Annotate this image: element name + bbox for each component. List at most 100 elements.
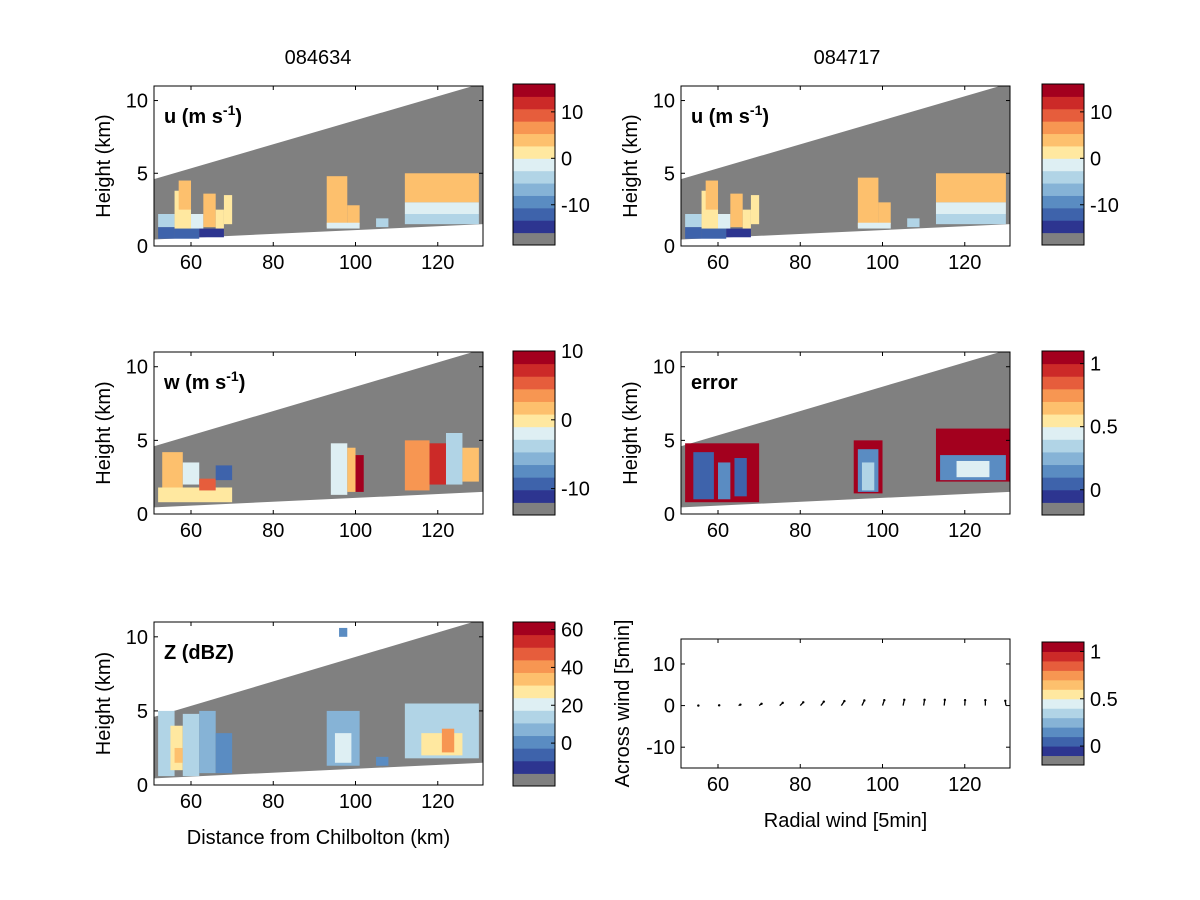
data-cell <box>182 462 200 485</box>
panel-label: error <box>691 372 738 394</box>
colorbar-tick-label: 10 <box>561 102 583 124</box>
colorbar-segment <box>1042 670 1084 681</box>
plot-frame <box>153 85 484 247</box>
colorbar-tick-label: 0 <box>1090 148 1101 170</box>
colorbar-frame <box>512 621 556 787</box>
colorbar-segment <box>513 489 555 503</box>
data-cell <box>223 195 233 225</box>
colorbar-segment <box>1042 158 1084 172</box>
colorbar-segment <box>1042 502 1084 516</box>
colorbar-segment <box>513 96 555 110</box>
colorbar-segment <box>1042 108 1084 122</box>
x-axis-label: Radial wind [5min] <box>764 810 927 832</box>
data-cell <box>326 222 360 229</box>
colorbar-frame <box>1041 350 1085 516</box>
y-tick-label: 0 <box>664 236 675 258</box>
colorbar-segment <box>1042 736 1084 747</box>
colorbar-segment <box>1042 170 1084 184</box>
colorbar-segment <box>513 220 555 234</box>
colorbar-segment <box>1042 746 1084 757</box>
data-cell <box>861 462 875 491</box>
y-tick-label: 5 <box>137 163 148 185</box>
colorbar-segment <box>1042 145 1084 159</box>
y-tick-label: 10 <box>653 357 675 379</box>
scan-region <box>154 352 483 508</box>
colorbar-segment <box>1042 363 1084 377</box>
colorbar-tick-label: 60 <box>561 620 583 642</box>
colorbar-segment <box>513 108 555 122</box>
y-tick-label: 5 <box>664 163 675 185</box>
colorbar-segment <box>513 697 555 711</box>
wind-arrow-head <box>697 704 700 707</box>
colorbar-segment <box>513 451 555 466</box>
data-cell <box>330 443 348 495</box>
data-cell <box>376 756 389 766</box>
colorbar-tick-label: -10 <box>561 479 590 501</box>
wind-arrow-head <box>822 700 826 703</box>
colorbar-segment <box>513 634 555 648</box>
data-cell <box>956 460 990 478</box>
colorbar-segment <box>513 748 555 762</box>
data-cell <box>742 209 751 229</box>
x-tick-label: 100 <box>866 774 899 796</box>
data-cell <box>705 180 719 210</box>
colorbar-tick-label: 10 <box>561 341 583 363</box>
data-cell <box>326 176 348 228</box>
panel-label: w (m s-1) <box>163 368 245 394</box>
colorbar-segment <box>1042 698 1084 709</box>
colorbar-segment <box>513 414 555 428</box>
y-tick-label: 0 <box>137 236 148 258</box>
data-cell <box>347 447 356 492</box>
colorbar-tick-label: 0 <box>561 410 572 432</box>
y-tick-label: 5 <box>664 430 675 452</box>
x-axis-label: Distance from Chilbolton (km) <box>187 827 450 849</box>
data-cell <box>429 443 446 485</box>
colorbar-frame <box>512 83 556 246</box>
colorbar-segment <box>513 133 555 147</box>
data-cell <box>162 452 183 488</box>
wind-arrow-head <box>863 699 866 702</box>
x-tick-label: 100 <box>339 520 372 542</box>
colorbar-segment <box>513 659 555 673</box>
y-tick-label: 5 <box>137 701 148 723</box>
colorbar-segment <box>513 773 555 787</box>
colorbar-tick-label: 0.5 <box>1090 417 1118 439</box>
data-cell <box>726 228 751 238</box>
colorbar-segment <box>1042 195 1084 209</box>
colorbar-tick-label: 0 <box>561 148 572 170</box>
data-cell <box>158 227 175 239</box>
colorbar-segment <box>513 464 555 478</box>
colorbar-segment <box>1042 717 1084 728</box>
data-cell <box>935 202 1006 214</box>
x-tick-label: 80 <box>262 791 284 813</box>
colorbar-segment <box>1042 660 1084 671</box>
data-cell <box>718 214 731 229</box>
y-axis-label: Height (km) <box>93 114 115 217</box>
plot-frame <box>680 638 1011 769</box>
wind-arrow-head <box>802 701 805 704</box>
colorbar-segment <box>1042 220 1084 234</box>
x-tick-label: 80 <box>262 520 284 542</box>
colorbar-segment <box>1042 84 1084 97</box>
colorbar-segment <box>1042 121 1084 135</box>
colorbar-segment <box>1042 183 1084 196</box>
wind-arrow-head <box>760 702 763 705</box>
colorbar-segment <box>1042 133 1084 147</box>
wind-arrow-head <box>963 698 967 702</box>
colorbar-tick-label: -10 <box>561 195 590 217</box>
y-tick-label: 10 <box>126 357 148 379</box>
colorbar-frame <box>512 350 556 516</box>
x-tick-label: 80 <box>789 774 811 796</box>
colorbar-tick-label: 0 <box>1090 736 1101 758</box>
colorbar-segment <box>513 195 555 209</box>
data-cell <box>199 710 216 774</box>
colorbar-segment <box>513 426 555 440</box>
data-cell <box>182 713 200 777</box>
colorbar-segment <box>513 477 555 491</box>
colorbar-segment <box>1042 689 1084 700</box>
data-cell <box>191 214 204 229</box>
